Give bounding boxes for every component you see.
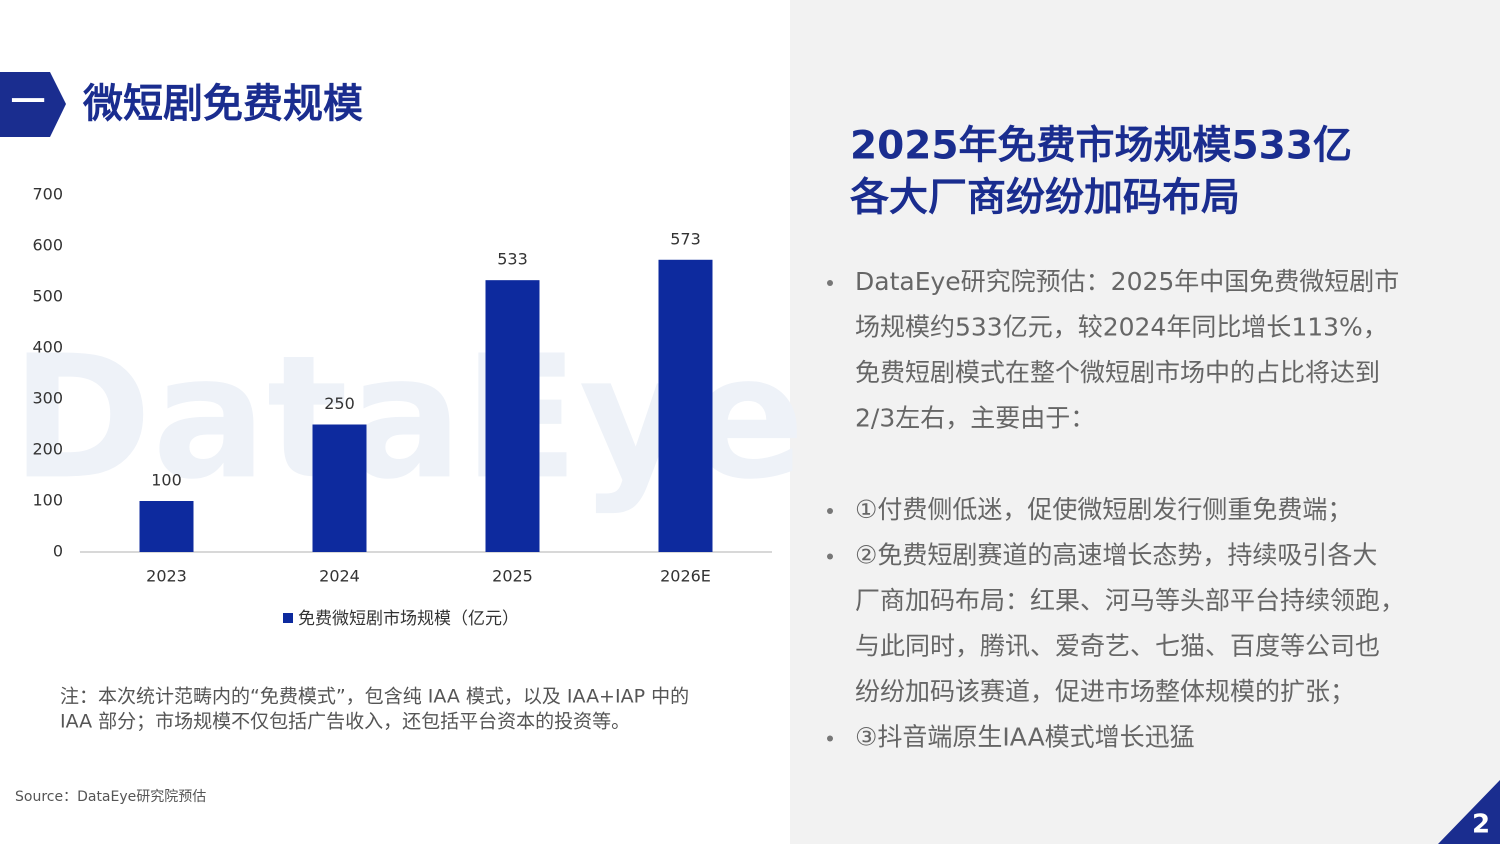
x-tick-label: 2026E [660,567,711,586]
data-label: 100 [151,471,182,490]
side-panel [790,0,1500,844]
bullet-line: ③抖音端原生IAA模式增长迅猛 [855,723,1195,752]
header-mark: 一 [11,83,45,123]
legend-label: 免费微短剧市场规模（亿元） [298,609,519,629]
bar [485,280,540,552]
header-tab [0,72,66,137]
data-label: 573 [670,229,701,248]
page-number: 2 [1472,810,1490,840]
header-title: 微短剧免费规模 [82,81,363,127]
bullet-line: 厂商加码布局：红果、河马等头部平台持续领跑， [855,586,1405,615]
bullet-line: DataEye研究院预估：2025年中国免费微短剧市 [855,267,1399,296]
y-tick-label: 500 [32,287,63,306]
note-line: 注：本次统计范畴内的“免费模式”，包含纯 IAA 模式，以及 IAA+IAP 中… [60,686,689,708]
y-tick-label: 100 [32,491,63,510]
data-label: 533 [497,250,528,269]
bullet-line: ①付费侧低迷，促使微短剧发行侧重免费端； [855,495,1352,524]
x-tick-label: 2023 [146,567,187,586]
note-line: IAA 部分；市场规模不仅包括广告收入，还包括平台资本的投资等。 [60,711,630,733]
source: Source：DataEye研究院预估 [15,789,206,805]
y-tick-label: 400 [32,338,63,357]
bullet-dot [827,553,833,560]
bullet-dot [827,508,833,514]
legend-swatch [283,613,293,623]
bullet-dot [827,735,833,742]
y-tick-label: 200 [32,440,63,459]
y-tick-label: 600 [32,236,63,255]
x-tick-label: 2024 [319,567,360,586]
page-corner [1438,780,1500,844]
bar [658,259,713,552]
bar [312,424,367,552]
y-tick-label: 700 [32,185,63,204]
bullet-line: 免费短剧模式在整个微短剧市场中的占比将达到 [855,358,1380,387]
bullet-line: 纷纷加码该赛道，促进市场整体规模的扩张； [855,677,1355,706]
data-label: 250 [324,394,355,413]
bullet-dot [827,280,833,286]
panel-heading: 2025年免费市场规模533亿 [850,124,1352,169]
y-tick-label: 300 [32,389,63,408]
bar [139,501,194,552]
bullet-line: 场规模约533亿元，较2024年同比增长113%， [855,313,1388,342]
bullet-line: ②免费短剧赛道的高速增长态势，持续吸引各大 [855,541,1377,570]
y-tick-label: 0 [53,542,63,561]
panel-heading: 各大厂商纷纷加码布局 [850,176,1240,221]
bullet-line: 2/3左右，主要由于： [855,404,1095,433]
bullet-line: 与此同时，腾讯、爱奇艺、七猫、百度等公司也 [855,632,1380,661]
x-tick-label: 2025 [492,567,533,586]
